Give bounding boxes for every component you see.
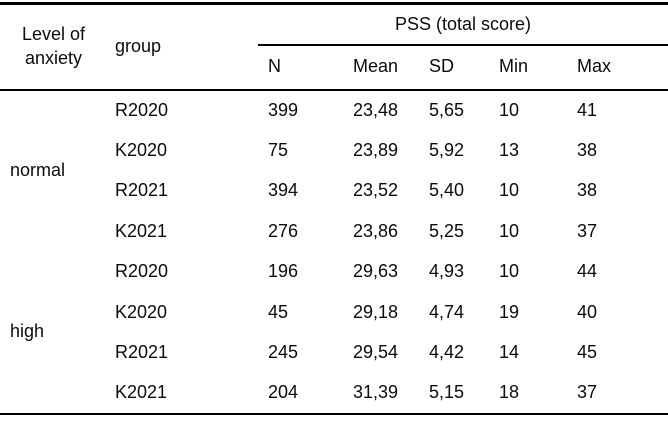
max-cell: 38 xyxy=(577,180,598,201)
table-header: Level of anxiety group PSS (total score)… xyxy=(0,3,668,91)
group-cell: K2020 xyxy=(115,301,168,322)
min-cell: 10 xyxy=(499,261,520,282)
n-cell: 75 xyxy=(268,139,289,160)
n-cell: 196 xyxy=(268,261,299,282)
table-row: Level of anxiety group PSS (total score) xyxy=(0,3,668,91)
table-row: R2021 245 29,54 4,42 14 45 xyxy=(0,333,668,374)
min-cell: 13 xyxy=(499,139,520,160)
sd-cell: 5,92 xyxy=(429,139,465,160)
max-cell: 45 xyxy=(577,342,598,363)
min-cell: 19 xyxy=(499,301,520,322)
n-cell: 204 xyxy=(268,382,299,403)
n-cell: 45 xyxy=(268,301,289,322)
mean-column-header: Mean xyxy=(343,44,419,91)
mean-cell: 23,86 xyxy=(353,220,399,241)
group-cell: K2021 xyxy=(115,382,168,403)
group-cell: R2020 xyxy=(115,261,169,282)
min-cell: 14 xyxy=(499,342,520,363)
min-column-header: Min xyxy=(489,44,567,91)
anxiety-level-cell: high xyxy=(10,321,45,342)
mean-cell: 23,48 xyxy=(353,99,399,120)
table-row: N Mean SD Min Max xyxy=(0,44,668,91)
anxiety-level-column-header: Level of anxiety xyxy=(0,3,107,91)
group-column-header: group xyxy=(107,3,258,91)
sd-cell: 4,42 xyxy=(429,342,465,363)
mean-cell: 29,54 xyxy=(353,342,399,363)
max-cell: 37 xyxy=(577,220,598,241)
sd-cell: 5,25 xyxy=(429,220,465,241)
mean-cell: 29,63 xyxy=(353,261,399,282)
sd-cell: 5,40 xyxy=(429,180,465,201)
max-cell: 38 xyxy=(577,139,598,160)
table-row: K2021 276 23,86 5,25 10 37 xyxy=(0,211,668,252)
mean-cell: 23,89 xyxy=(353,139,399,160)
mean-cell: 23,52 xyxy=(353,180,399,201)
min-cell: 10 xyxy=(499,99,520,120)
sd-cell: 5,65 xyxy=(429,99,465,120)
max-column-header: Max xyxy=(567,44,668,91)
sd-cell: 4,74 xyxy=(429,301,465,322)
min-cell: 10 xyxy=(499,220,520,241)
table-row: high R2020 196 29,63 4,93 10 44 xyxy=(0,252,668,341)
anxiety-level-cell: normal xyxy=(10,160,66,181)
group-cell: K2020 xyxy=(115,139,168,160)
max-cell: 37 xyxy=(577,382,598,403)
sd-column-header: SD xyxy=(419,44,489,91)
table-row: K2020 75 23,89 5,92 13 38 xyxy=(0,130,668,171)
max-cell: 41 xyxy=(577,99,598,120)
pss-span-header: PSS (total score) xyxy=(258,3,668,46)
max-cell: 40 xyxy=(577,301,598,322)
n-cell: 276 xyxy=(268,220,299,241)
min-cell: 10 xyxy=(499,180,520,201)
n-cell: 399 xyxy=(268,99,299,120)
n-column-header: N xyxy=(258,44,343,91)
mean-cell: 31,39 xyxy=(353,382,399,403)
group-cell: K2021 xyxy=(115,220,168,241)
group-cell: R2021 xyxy=(115,180,169,201)
max-cell: 44 xyxy=(577,261,598,282)
table-body: normal R2020 399 23,48 5,65 10 41 K2020 … xyxy=(0,90,668,414)
group-cell: R2021 xyxy=(115,342,169,363)
sd-cell: 5,15 xyxy=(429,382,465,403)
n-cell: 245 xyxy=(268,342,299,363)
table-row: R2021 394 23,52 5,40 10 38 xyxy=(0,171,668,212)
statistics-table: Level of anxiety group PSS (total score)… xyxy=(0,2,668,415)
table-row: normal R2020 399 23,48 5,65 10 41 xyxy=(0,90,668,181)
mean-cell: 29,18 xyxy=(353,301,399,322)
n-cell: 394 xyxy=(268,180,299,201)
table-row: K2020 45 29,18 4,74 19 40 xyxy=(0,292,668,333)
table-row: K2021 204 31,39 5,15 18 37 xyxy=(0,373,668,414)
group-cell: R2020 xyxy=(115,99,169,120)
sd-cell: 4,93 xyxy=(429,261,465,282)
min-cell: 18 xyxy=(499,382,520,403)
